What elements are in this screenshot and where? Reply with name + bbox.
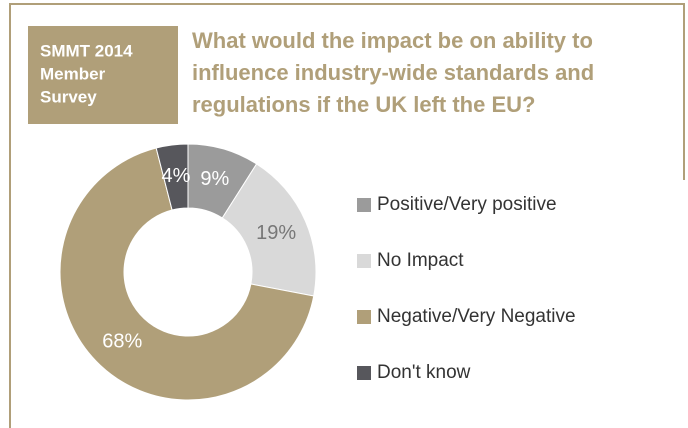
- data-label: 68%: [102, 330, 142, 352]
- badge-text: SMMT 2014: [40, 41, 133, 60]
- donut-segment: [155, 143, 189, 211]
- badge-box: [28, 26, 178, 124]
- badge-text: Survey: [40, 87, 97, 106]
- legend-label: No Impact: [377, 250, 464, 271]
- data-label: 9%: [200, 168, 229, 190]
- badge-text: Member: [40, 64, 106, 83]
- legend-swatch: [357, 254, 371, 268]
- donut-segment: [59, 147, 315, 401]
- legend-label: Don't know: [377, 362, 471, 383]
- donut-segment: [221, 163, 317, 297]
- chart-title: influence industry-wide standards and: [192, 60, 594, 85]
- frame: [9, 3, 685, 428]
- legend-label: Negative/Very Negative: [377, 306, 576, 327]
- legend-label: Positive/Very positive: [377, 194, 557, 215]
- data-label: 19%: [256, 222, 296, 244]
- legend-swatch: [357, 198, 371, 212]
- legend-swatch: [357, 310, 371, 324]
- chart-title: What would the impact be on ability to: [192, 28, 593, 53]
- data-label: 4%: [162, 165, 191, 187]
- legend-swatch: [357, 366, 371, 380]
- chart-title: regulations if the UK left the EU?: [192, 92, 535, 117]
